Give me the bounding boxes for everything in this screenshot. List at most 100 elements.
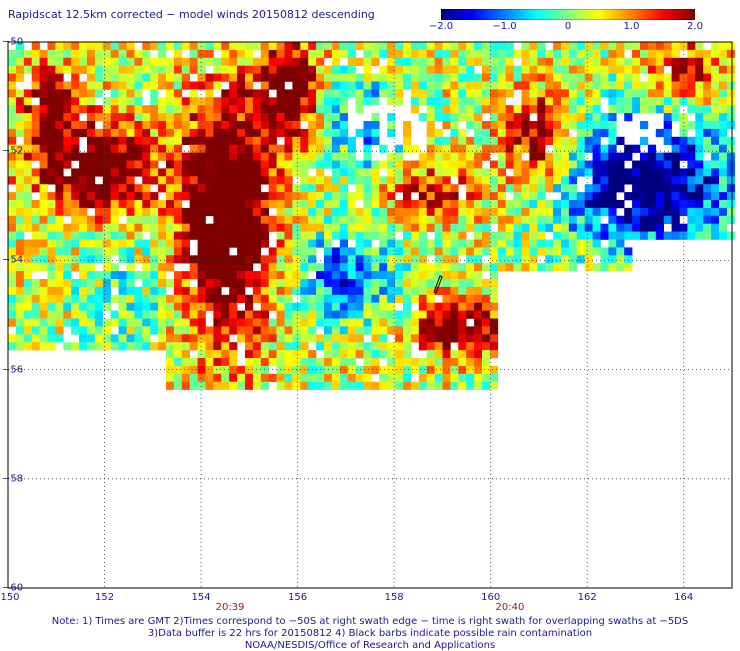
wind-cell	[529, 73, 538, 82]
wind-cell	[166, 152, 175, 161]
wind-cell	[505, 81, 514, 90]
wind-cell	[189, 152, 198, 161]
wind-cell	[142, 294, 151, 303]
wind-cell	[489, 286, 499, 296]
wind-cell	[276, 350, 285, 359]
wind-cell	[63, 144, 72, 153]
wind-cell	[189, 121, 198, 130]
wind-cell	[671, 144, 680, 153]
wind-cell	[632, 57, 641, 66]
wind-cell	[158, 168, 167, 177]
wind-cell	[600, 121, 609, 130]
wind-cell	[553, 97, 562, 106]
wind-cell	[150, 128, 159, 138]
wind-cell	[55, 81, 64, 90]
wind-cell	[434, 81, 443, 90]
wind-cell	[513, 73, 522, 82]
wind-cell	[268, 121, 277, 130]
wind-cell	[695, 192, 704, 201]
wind-cell	[205, 342, 214, 351]
wind-cell	[671, 97, 680, 106]
wind-cell	[592, 200, 601, 209]
wind-cell	[173, 49, 183, 59]
wind-cell	[79, 223, 88, 232]
wind-cell	[245, 342, 254, 351]
wind-cell	[134, 334, 143, 343]
wind-cell	[608, 160, 617, 169]
wind-cell	[584, 65, 593, 74]
wind-cell	[403, 160, 412, 169]
longitude-label: 164	[674, 592, 694, 603]
wind-cell	[521, 263, 530, 272]
wind-cell	[553, 152, 562, 161]
wind-cell	[545, 113, 554, 122]
wind-cell	[268, 334, 277, 343]
wind-cell	[339, 128, 348, 138]
wind-cell	[284, 310, 293, 319]
wind-cell	[379, 286, 388, 296]
wind-cell	[624, 152, 633, 161]
wind-cell	[418, 318, 427, 327]
wind-cell	[300, 279, 309, 288]
wind-cell	[371, 81, 380, 90]
wind-cell	[395, 160, 404, 169]
wind-cell	[450, 144, 459, 153]
wind-cell	[497, 105, 506, 114]
wind-cell	[521, 128, 530, 138]
wind-cell	[608, 247, 617, 256]
wind-cell	[63, 65, 72, 74]
wind-cell	[316, 152, 325, 161]
wind-cell	[726, 200, 736, 209]
wind-cell	[87, 152, 96, 161]
wind-cell	[521, 121, 530, 130]
wind-cell	[181, 334, 190, 343]
wind-cell	[31, 81, 40, 90]
wind-cell	[181, 152, 190, 161]
wind-cell	[260, 358, 269, 367]
wind-cell	[173, 310, 183, 319]
wind-cell	[102, 318, 111, 327]
wind-cell	[679, 97, 688, 106]
wind-cell	[505, 176, 514, 185]
wind-cell	[260, 334, 269, 343]
wind-cell	[94, 207, 104, 217]
wind-cell	[158, 65, 167, 74]
wind-cell	[71, 310, 80, 319]
wind-cell	[521, 215, 530, 224]
wind-cell	[158, 231, 167, 240]
wind-cell	[608, 73, 617, 82]
note-line-3: NOAA/NESDIS/Office of Research and Appli…	[244, 640, 496, 651]
wind-cell	[592, 42, 601, 51]
wind-cell	[355, 57, 364, 66]
wind-cell	[434, 192, 443, 201]
wind-cell	[158, 294, 167, 303]
wind-cell	[268, 318, 277, 327]
wind-cell	[39, 81, 48, 90]
wind-cell	[205, 89, 214, 98]
wind-cell	[347, 263, 356, 272]
wind-cell	[8, 263, 17, 272]
wind-cell	[134, 215, 143, 224]
wind-cell	[134, 144, 143, 153]
wind-cell	[355, 381, 364, 390]
wind-cell	[245, 279, 254, 288]
wind-cell	[403, 365, 412, 375]
wind-cell	[466, 302, 475, 311]
wind-cell	[79, 176, 88, 185]
wind-cell	[489, 302, 499, 311]
wind-cell	[260, 121, 269, 130]
wind-cell	[403, 350, 412, 359]
wind-cell	[205, 42, 214, 51]
wind-cell	[260, 239, 269, 248]
wind-cell	[189, 168, 198, 177]
wind-cell	[197, 239, 206, 248]
wind-cell	[268, 73, 277, 82]
wind-cell	[395, 49, 404, 59]
wind-cell	[466, 239, 475, 248]
wind-cell	[482, 279, 491, 288]
wind-cell	[166, 121, 175, 130]
wind-cell	[434, 42, 443, 51]
wind-cell	[260, 128, 269, 138]
wind-cell	[719, 215, 728, 224]
